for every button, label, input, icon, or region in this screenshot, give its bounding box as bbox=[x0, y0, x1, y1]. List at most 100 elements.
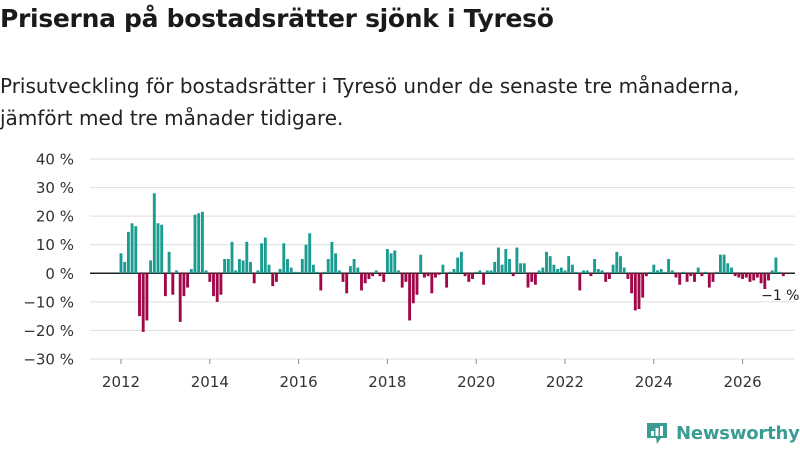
bar-positive bbox=[249, 261, 252, 274]
bar-positive bbox=[167, 251, 171, 274]
bar-negative bbox=[138, 273, 141, 317]
bar-negative bbox=[674, 273, 678, 278]
bar-positive bbox=[193, 214, 197, 274]
bar-positive bbox=[545, 251, 548, 274]
bar-positive bbox=[570, 264, 574, 274]
bar-positive bbox=[659, 269, 663, 274]
x-tick-label: 2022 bbox=[546, 373, 584, 391]
bar-positive bbox=[334, 253, 338, 274]
bar-negative bbox=[378, 273, 382, 277]
bar-negative bbox=[215, 273, 219, 302]
bar-negative bbox=[689, 273, 693, 277]
bar-negative bbox=[482, 273, 486, 285]
bar-positive bbox=[459, 251, 463, 274]
bar-positive bbox=[256, 270, 260, 274]
bar-positive bbox=[223, 259, 227, 274]
bar-negative bbox=[371, 273, 375, 277]
bar-positive bbox=[289, 267, 293, 274]
bar-negative bbox=[733, 273, 737, 277]
bar-negative bbox=[630, 273, 634, 294]
bar-negative bbox=[637, 273, 641, 309]
bar-negative bbox=[382, 273, 386, 282]
bar-negative bbox=[748, 273, 752, 282]
bar-positive bbox=[537, 270, 541, 274]
y-tick-label: 30 % bbox=[36, 179, 74, 197]
bar-negative bbox=[367, 273, 371, 279]
bar-chart: 40 %30 %20 %10 %0 %−10 %−20 %−30 % 2012 2… bbox=[23, 151, 799, 392]
bar-negative bbox=[781, 273, 785, 277]
chart-subtitle: Prisutveckling för bostadsrätter i Tyres… bbox=[0, 74, 740, 130]
bar-positive bbox=[311, 264, 315, 274]
bar-positive bbox=[704, 271, 708, 274]
bar-negative bbox=[763, 273, 767, 289]
chart-title: Priserna på bostadsrätter sjönk i Tyresö bbox=[0, 4, 554, 33]
y-tick-label: −20 % bbox=[23, 322, 74, 340]
bar-positive bbox=[374, 270, 378, 274]
bar-positive bbox=[615, 251, 619, 274]
bar-positive bbox=[515, 247, 519, 274]
bar-positive bbox=[385, 249, 389, 274]
bar-negative bbox=[182, 273, 186, 297]
bar-negative bbox=[145, 273, 149, 321]
bar-positive bbox=[508, 259, 511, 274]
bar-positive bbox=[696, 267, 700, 274]
bar-positive bbox=[448, 271, 452, 274]
bar-positive bbox=[263, 237, 267, 274]
bar-positive bbox=[175, 270, 178, 274]
bar-positive bbox=[197, 213, 201, 274]
bar-positive bbox=[389, 253, 393, 274]
bar-positive bbox=[267, 264, 271, 274]
y-tick-label: 10 % bbox=[36, 236, 74, 254]
bar-negative bbox=[171, 273, 175, 295]
bar-positive bbox=[519, 263, 523, 274]
bar-positive bbox=[123, 261, 127, 274]
bar-negative bbox=[626, 273, 630, 279]
bar-positive bbox=[152, 193, 156, 274]
chart-annotations: −1 % bbox=[761, 288, 799, 304]
bar-positive bbox=[489, 270, 493, 274]
bar-negative bbox=[141, 273, 145, 332]
bar-positive bbox=[297, 271, 301, 274]
y-tick-label: 40 % bbox=[36, 151, 74, 169]
bar-positive bbox=[622, 267, 626, 274]
bar-negative bbox=[471, 273, 474, 279]
bar-negative bbox=[711, 273, 715, 282]
bar-positive bbox=[419, 254, 423, 274]
bar-positive bbox=[663, 271, 667, 274]
bar-negative bbox=[707, 273, 711, 288]
bar-negative bbox=[467, 273, 471, 282]
bar-negative bbox=[408, 273, 412, 321]
bar-positive bbox=[189, 269, 193, 274]
bar-positive bbox=[522, 263, 526, 274]
bar-positive bbox=[611, 264, 615, 274]
bar-positive bbox=[541, 267, 545, 274]
bar-negative bbox=[186, 273, 190, 288]
bar-positive bbox=[778, 271, 782, 274]
bar-positive bbox=[478, 270, 482, 274]
bar-positive bbox=[715, 271, 719, 274]
bar-positive bbox=[500, 264, 504, 274]
bar-negative bbox=[163, 273, 167, 297]
bar-negative bbox=[526, 273, 530, 288]
bar-negative bbox=[341, 273, 345, 282]
bar-positive bbox=[278, 269, 282, 274]
bar-positive bbox=[600, 270, 604, 274]
bar-positive bbox=[308, 233, 312, 274]
bar-negative bbox=[319, 273, 323, 291]
bar-positive bbox=[237, 259, 241, 274]
bar-negative bbox=[422, 273, 426, 278]
bar-positive bbox=[300, 259, 304, 274]
bar-negative bbox=[437, 273, 441, 275]
bar-negative bbox=[633, 273, 637, 311]
bar-positive bbox=[670, 270, 674, 274]
bar-positive bbox=[652, 264, 656, 274]
bar-positive bbox=[496, 247, 500, 274]
bar-positive bbox=[126, 231, 130, 274]
y-tick-label: −10 % bbox=[23, 293, 74, 311]
bar-negative bbox=[589, 273, 593, 277]
bar-positive bbox=[204, 270, 208, 274]
bar-negative bbox=[530, 273, 534, 282]
bar-negative bbox=[219, 273, 223, 295]
chart-bars bbox=[119, 193, 785, 332]
x-tick-label: 2018 bbox=[368, 373, 406, 391]
